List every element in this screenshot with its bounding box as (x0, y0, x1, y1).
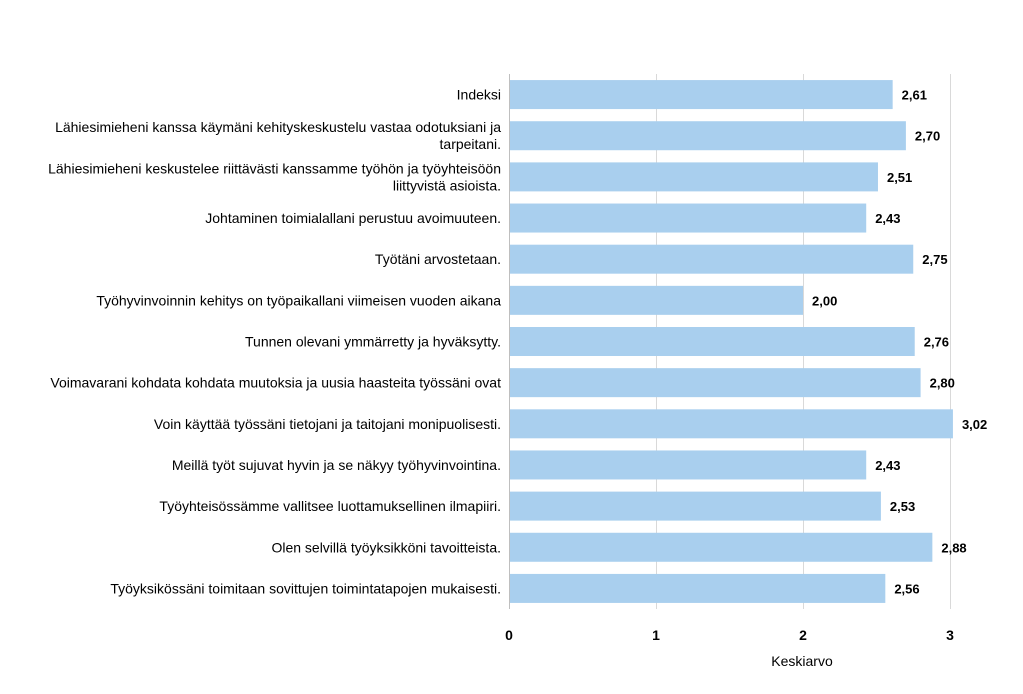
bar (510, 532, 933, 562)
category-label-line: Tunnen olevani ymmärretty ja hyväksytty. (245, 334, 501, 350)
bar (510, 450, 867, 480)
data-label: 2,75 (922, 252, 947, 267)
category-label-line: Voimavarani kohdata kohdata muutoksia ja… (50, 375, 501, 391)
category-label: Lähiesimieheni keskustelee riittävästi k… (48, 160, 501, 193)
bar (510, 491, 881, 521)
category-label: Meillä työt sujuvat hyvin ja se näkyy ty… (172, 457, 501, 473)
category-label: Olen selvillä työyksikköni tavoitteista. (271, 539, 501, 555)
category-label: Työhyvinvoinnin kehitys on työpaikallani… (96, 292, 501, 308)
bars (510, 80, 953, 603)
category-label: Lähiesimieheni kanssa käymäni kehityskes… (55, 119, 501, 152)
category-label-line: Lähiesimieheni keskustelee riittävästi k… (48, 160, 501, 176)
data-label: 3,02 (962, 417, 987, 432)
x-axis-title: Keskiarvo (771, 653, 833, 669)
x-tick-label: 3 (946, 627, 954, 643)
category-label-line: Työyhteisössämme vallitsee luottamuksell… (159, 498, 501, 514)
x-tick-label: 2 (799, 627, 807, 643)
x-axis-ticks: 0 1 2 3 (505, 627, 954, 643)
category-label-line: Työhyvinvoinnin kehitys on työpaikallani… (96, 292, 501, 308)
category-label-line: Meillä työt sujuvat hyvin ja se näkyy ty… (172, 457, 501, 473)
category-label-line: Johtaminen toimialallani perustuu avoimu… (205, 210, 501, 226)
data-label: 2,00 (812, 293, 837, 308)
bar (510, 121, 906, 151)
x-tick-label: 1 (652, 627, 660, 643)
category-label-line: Olen selvillä työyksikköni tavoitteista. (271, 539, 501, 555)
data-label: 2,80 (930, 376, 955, 391)
bar (510, 80, 893, 110)
data-label: 2,76 (924, 335, 949, 350)
category-label: Voimavarani kohdata kohdata muutoksia ja… (50, 375, 501, 391)
x-tick-label: 0 (505, 627, 513, 643)
bar (510, 409, 953, 439)
category-labels: Indeksi Lähiesimieheni kanssa käymäni keh… (48, 87, 501, 597)
bar (510, 368, 921, 398)
bar (510, 203, 867, 233)
category-label: Työtäni arvostetaan. (375, 251, 501, 267)
category-label-line: Voin käyttää työssäni tietojani ja taito… (154, 416, 501, 432)
category-label-line: tarpeitani. (440, 136, 501, 152)
category-label: Johtaminen toimialallani perustuu avoimu… (205, 210, 501, 226)
data-label: 2,43 (875, 458, 900, 473)
category-label: Voin käyttää työssäni tietojani ja taito… (154, 416, 501, 432)
bar (510, 327, 915, 356)
data-label: 2,56 (894, 581, 919, 596)
data-label: 2,53 (890, 499, 915, 514)
category-label: Tunnen olevani ymmärretty ja hyväksytty. (245, 334, 501, 350)
bar (510, 285, 803, 315)
bar (510, 162, 878, 192)
data-label: 2,61 (902, 88, 927, 103)
category-label: Työyksikössäni toimitaan sovittujen toim… (110, 580, 501, 596)
category-label: Indeksi (457, 87, 501, 103)
value-labels: 2,61 2,70 2,51 2,43 2,75 2,00 2,76 2,80 3,02 2,43… (812, 88, 987, 597)
category-label: Työyhteisössämme vallitsee luottamuksell… (159, 498, 501, 514)
data-label: 2,43 (875, 211, 900, 226)
data-label: 2,70 (915, 129, 940, 144)
category-label-line: Lähiesimieheni kanssa käymäni kehityskes… (55, 119, 501, 135)
data-label: 2,51 (887, 170, 912, 185)
category-label-line: Indeksi (457, 87, 501, 103)
bar (510, 244, 914, 274)
category-label-line: liittyvistä asioista. (393, 177, 501, 193)
category-label-line: Työtäni arvostetaan. (375, 251, 501, 267)
bar (510, 573, 886, 603)
category-label-line: Työyksikössäni toimitaan sovittujen toim… (110, 580, 501, 596)
data-label: 2,88 (941, 540, 966, 555)
